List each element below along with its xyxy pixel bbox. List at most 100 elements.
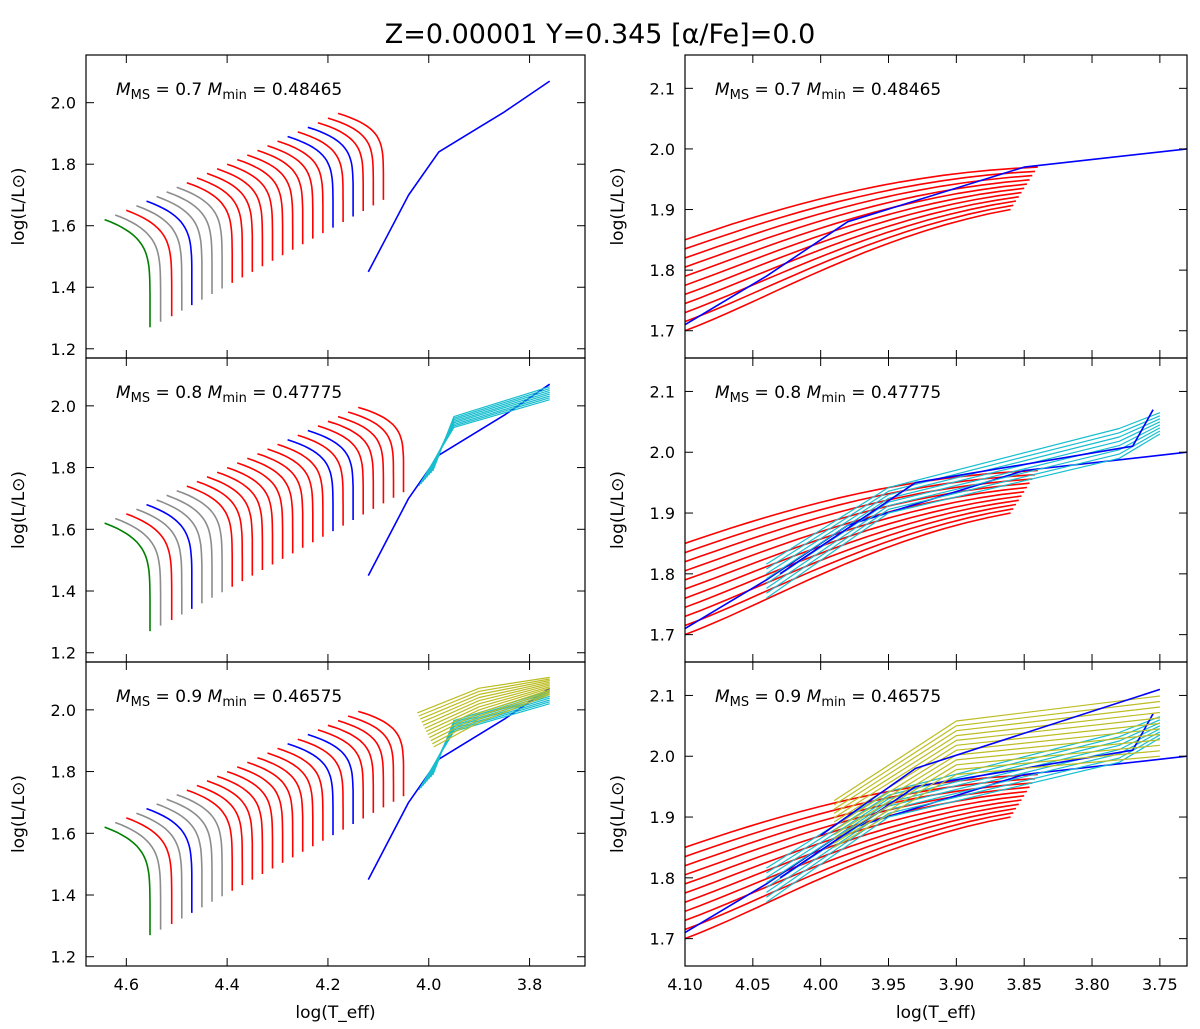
track-7: [176, 186, 223, 289]
yellow-track-11: [416, 676, 550, 714]
y-tick-label: 1.9: [650, 201, 675, 220]
panel-middle-right: 1.7 1.8 1.9 2.0 2.1 log(L/L⊙) MMS = 0.8 Mmin =…: [608, 357, 1188, 663]
track-9: [196, 480, 244, 582]
y-tick-label: 1.6: [51, 520, 76, 539]
track-20: [307, 126, 354, 217]
y-tick-label: 2.1: [650, 382, 675, 401]
y-tick-label: 1.9: [650, 808, 675, 827]
yellow-track-9: [833, 706, 1160, 810]
panel-top-right: 1.7 1.8 1.9 2.0 2.1 log(L/L⊙) MMS = 0.7 Mmin =…: [608, 54, 1188, 359]
giant-edge: [367, 687, 551, 880]
x-tick-label: 3.8: [517, 975, 542, 994]
track-5: [156, 803, 203, 908]
track-6: [166, 494, 213, 598]
track-21: [317, 425, 364, 515]
track-0: [104, 218, 151, 328]
y-tick-label: 1.8: [51, 155, 76, 174]
mass-value: 0.8: [774, 383, 801, 403]
yellow-track-10: [418, 678, 550, 717]
track-8: [685, 782, 1033, 867]
track-4: [685, 495, 1022, 599]
track-11: [216, 775, 264, 874]
panel-subtitle: MMS = 0.7 Mmin = 0.48465: [116, 80, 342, 103]
cyan-track-3: [424, 393, 550, 480]
track-19: [297, 131, 344, 222]
mass-value: 0.9: [175, 687, 202, 707]
track-18: [287, 743, 334, 836]
yellow-track-2: [430, 690, 550, 742]
track-24: [347, 715, 395, 802]
yellow-track-5: [425, 686, 550, 732]
track-11: [216, 471, 264, 570]
y-tick-label: 1.2: [51, 340, 76, 359]
y-tick-label: 2.0: [51, 701, 76, 720]
cyan-track-2: [766, 427, 1161, 589]
track-7: [685, 179, 1030, 268]
track-1: [114, 214, 162, 322]
giant-edge: [685, 148, 1187, 326]
yellow-track-8: [833, 711, 1160, 814]
y-axis-label: log(L/L⊙): [608, 775, 628, 853]
plot-area: [685, 409, 1187, 636]
cyan-track-6: [766, 415, 1161, 570]
axes-frame: [684, 661, 1188, 967]
yellow-track-0: [433, 693, 550, 748]
yellow-track-9: [419, 679, 550, 720]
track-22: [327, 420, 375, 509]
yellow-track-10: [833, 700, 1160, 806]
y-tick-label: 2.1: [650, 79, 675, 98]
track-3: [136, 508, 183, 615]
y-tick-label: 2.1: [650, 686, 675, 705]
mass-value: 0.8: [175, 383, 202, 403]
track-0: [104, 522, 151, 632]
track-5: [156, 499, 203, 604]
track-18: [287, 439, 334, 532]
track-11: [216, 168, 264, 267]
track-4: [146, 503, 193, 609]
yellow-track-11: [833, 695, 1160, 802]
plot-area: [104, 80, 551, 328]
track-25: [357, 710, 405, 797]
track-12: [226, 770, 274, 869]
panel-subtitle: MMS = 0.8 Mmin = 0.47775: [715, 383, 941, 406]
mass-value: 0.7: [774, 80, 801, 100]
figure-title: Z=0.00001 Y=0.345 [α/Fe]=0.0: [385, 19, 816, 50]
track-12: [226, 163, 274, 261]
track-2: [685, 200, 1017, 314]
track-9: [196, 784, 244, 886]
mass-value: 0.46575: [871, 687, 941, 707]
y-tick-label: 1.8: [650, 565, 675, 584]
track-10: [206, 172, 254, 272]
y-tick-label: 1.8: [51, 763, 76, 782]
track-2: [126, 209, 173, 317]
track-2: [126, 513, 173, 620]
yellow-track-1: [833, 750, 1160, 844]
track-8: [186, 789, 233, 891]
track-3: [685, 196, 1019, 305]
panel-subtitle: MMS = 0.9 Mmin = 0.46575: [715, 687, 941, 710]
track-23: [337, 415, 385, 504]
x-tick-label: 4.05: [735, 975, 771, 994]
x-tick-label: 4.6: [114, 975, 139, 994]
y-axis-label: log(L/L⊙): [9, 471, 29, 549]
giant-edge: [367, 383, 551, 576]
cyan-track-4: [766, 725, 1161, 884]
track-16: [267, 448, 314, 543]
panel-subtitle: MMS = 0.7 Mmin = 0.48465: [715, 80, 941, 103]
x-tick-label: 3.95: [871, 975, 907, 994]
track-17: [277, 443, 324, 537]
panel-subtitle: MMS = 0.9 Mmin = 0.46575: [116, 687, 342, 710]
plot-area: [685, 688, 1187, 940]
y-tick-label: 1.6: [51, 217, 76, 236]
cyan-track-7: [432, 386, 550, 472]
yellow-track-2: [833, 744, 1160, 840]
track-0: [685, 816, 1011, 940]
x-tick-label: 3.85: [1006, 975, 1042, 994]
track-22: [327, 724, 375, 813]
panel-top-left: 1.2 1.4 1.6 1.8 2.0 log(L/L⊙) MMS = 0.7 Mmin =…: [9, 54, 586, 359]
y-tick-label: 1.8: [650, 261, 675, 280]
track-10: [685, 469, 1038, 545]
y-tick-label: 1.4: [51, 278, 76, 297]
yellow-track-5: [833, 728, 1160, 827]
axes-frame: [85, 661, 586, 967]
